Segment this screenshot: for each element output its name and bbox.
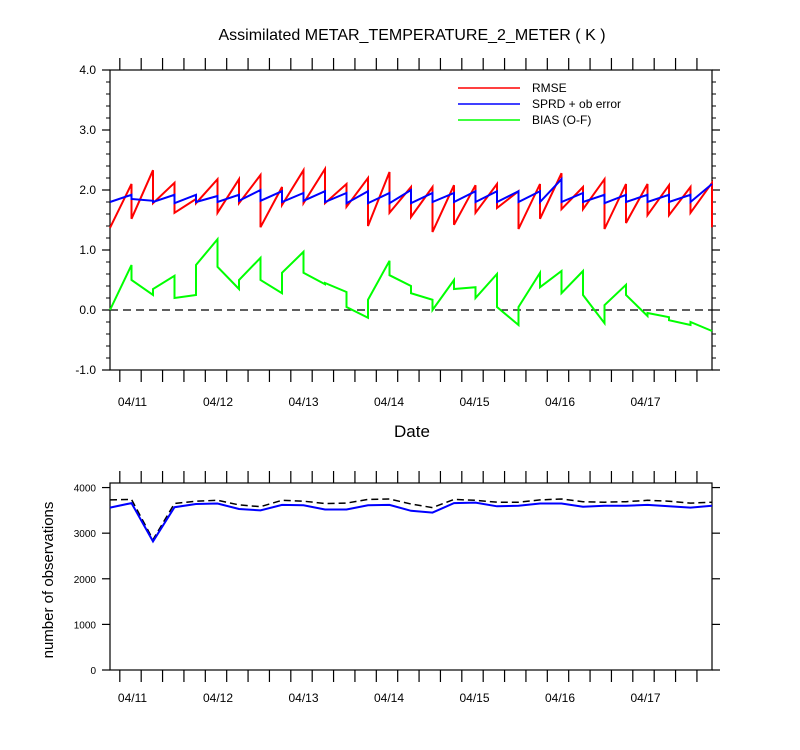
series-line-0 [109,165,713,233]
y-tick-label: 4.0 [79,63,96,77]
x-tick-label: 04/16 [545,691,575,705]
temperature-plot: 04/11 04/12 04/13 04/14 04/15 04/16 04/17 -1.0 0… [75,58,720,409]
x-tick-label: 04/15 [459,395,489,409]
legend-label: BIAS (O-F) [532,113,591,127]
y-tick-label: 0 [90,666,96,677]
y-axis-label: number of observations [40,502,57,659]
y-tick-label: 0.0 [79,303,96,317]
x-tick-label: 04/17 [630,395,660,409]
legend-label: RMSE [532,81,567,95]
x-tick-label: 04/15 [459,691,489,705]
x-tick-label: 04/13 [288,395,318,409]
y-tick-label: 2.0 [79,183,96,197]
series-line-1 [109,176,713,205]
plot-frame [109,482,713,671]
chart-title: Assimilated METAR_TEMPERATURE_2_METER ( … [218,27,605,44]
y-tick-label: 1.0 [79,243,96,257]
x-tick-label: 04/11 [118,691,147,705]
y-tick-label: -1.0 [75,363,96,377]
x-tick-label: 04/17 [630,691,660,705]
x-tick-label: 04/13 [288,691,318,705]
x-tick-label: 04/12 [203,395,233,409]
y-tick-label: 4000 [74,484,97,495]
x-tick-label: 04/16 [545,395,575,409]
plot-frame [109,69,713,371]
x-tick-label: 04/12 [203,691,233,705]
legend-label: SPRD + ob error [532,97,621,111]
x-tick-label: 04/11 [118,395,147,409]
series-line-2 [109,236,713,332]
y-tick-label: 3000 [74,529,97,540]
y-tick-label: 2000 [74,575,97,586]
observations-plot: 04/11 04/12 04/13 04/14 04/15 04/16 04/17 0 1000… [74,471,720,705]
x-tick-label: 04/14 [374,395,404,409]
x-axis-label: Date [394,422,430,441]
x-tick-label: 04/14 [374,691,404,705]
series-line-0 [109,498,713,542]
y-tick-label: 1000 [74,620,97,631]
y-tick-label: 3.0 [79,123,96,137]
series-line-1 [109,501,713,544]
